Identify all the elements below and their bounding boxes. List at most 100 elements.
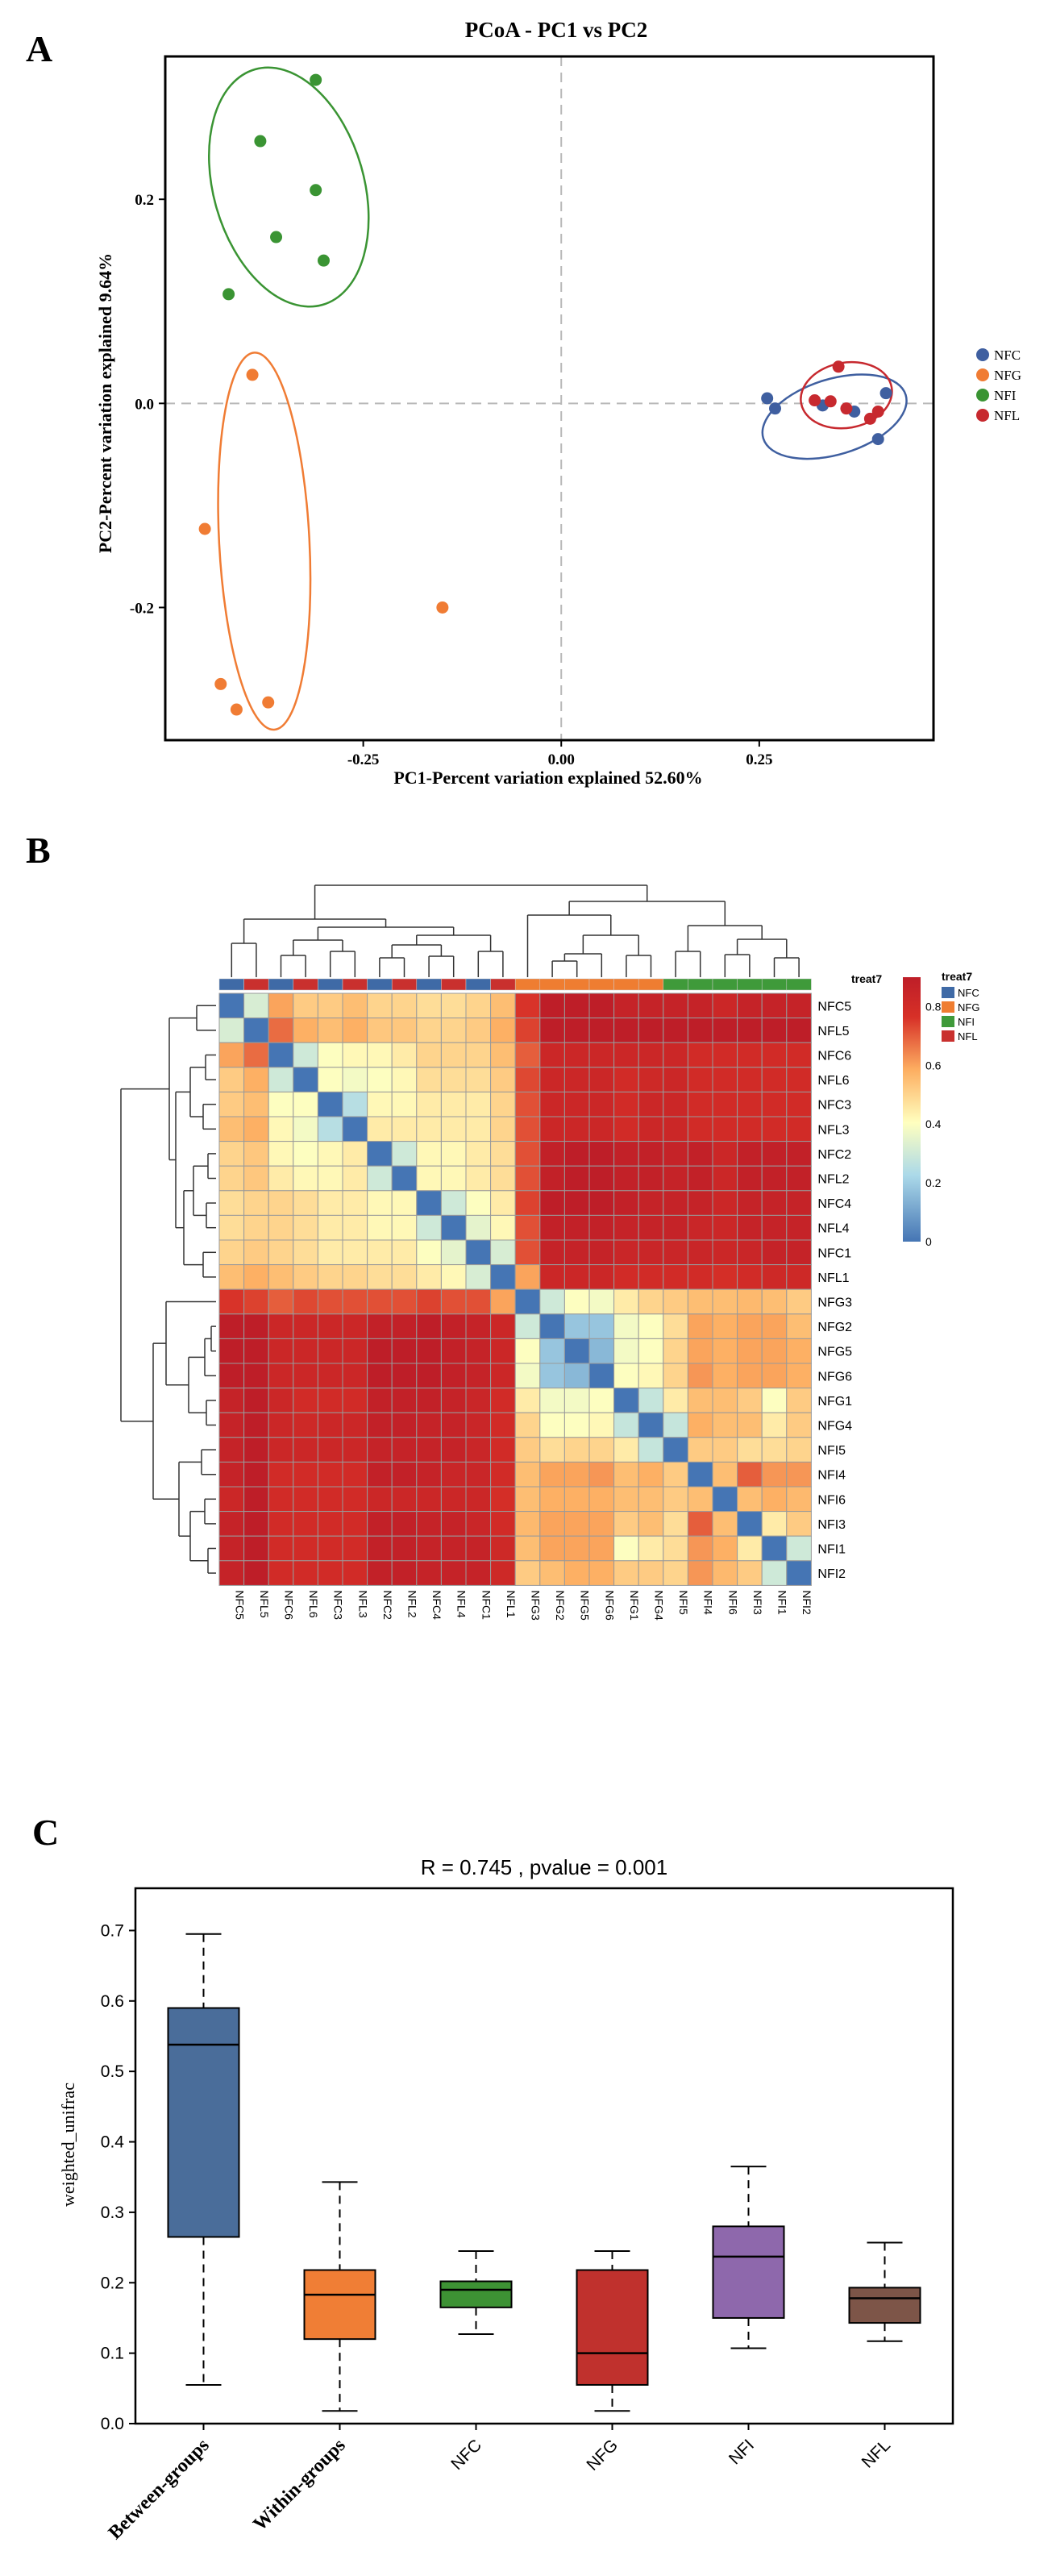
row-label: NFL6 <box>817 1074 849 1088</box>
heatmap-cell <box>218 1239 245 1266</box>
row-label: NFL2 <box>817 1173 849 1187</box>
heatmap-cell <box>588 1412 615 1438</box>
heatmap-cell <box>737 1560 763 1586</box>
boxplot-frame <box>134 1887 954 2425</box>
heatmap-cell <box>786 993 812 1019</box>
legend-label-nfg: NFG <box>994 368 1021 383</box>
heatmap-cell <box>243 1363 269 1389</box>
heatmap-cell <box>391 1017 418 1043</box>
heatmap-cell <box>243 1535 269 1562</box>
colorbar-gradient <box>903 977 921 1242</box>
heatmap-cell <box>663 1067 688 1092</box>
pcoa-y-tick-label: -0.2 <box>130 600 154 617</box>
heatmap-cell <box>268 1461 294 1488</box>
heatmap-cell <box>761 1412 788 1438</box>
heatmap-cell <box>293 1091 318 1117</box>
annotation-nfi <box>786 978 812 991</box>
heatmap-cell <box>416 1313 442 1339</box>
heatmap-cell <box>367 1190 393 1216</box>
legend-marker-nfl <box>976 409 989 422</box>
heatmap-cell <box>761 1091 788 1117</box>
heatmap-cell <box>342 1535 368 1562</box>
heatmap-cell <box>638 993 664 1019</box>
point-nfl-1 <box>832 360 845 373</box>
heatmap-cell <box>391 1560 418 1586</box>
heatmap-cell <box>786 1313 812 1339</box>
heatmap-cell <box>367 1437 393 1463</box>
heatmap-cell <box>218 993 245 1019</box>
pcoa-frame <box>164 55 935 742</box>
heatmap-cell <box>737 1461 763 1488</box>
heatmap-cell <box>514 1091 541 1117</box>
heatmap-cell <box>391 1461 418 1488</box>
heatmap-cell <box>367 1511 393 1537</box>
heatmap-cell <box>490 1313 516 1339</box>
column-label: NFI3 <box>751 1590 764 1615</box>
heatmap-cell <box>218 1535 245 1562</box>
heatmap-cell <box>539 1363 565 1389</box>
heatmap-cell <box>687 1116 713 1142</box>
heatmap-cell <box>712 993 738 1019</box>
heatmap-cell <box>687 1486 713 1513</box>
heatmap-cell <box>293 1363 318 1389</box>
heatmap-cell <box>588 1288 615 1315</box>
heatmap-cell <box>367 1141 393 1167</box>
heatmap-cell <box>268 1116 294 1142</box>
heatmap-cells <box>218 993 812 1586</box>
heatmap-cell <box>663 1239 688 1266</box>
heatmap-cell <box>663 1338 688 1364</box>
row-label: NFI4 <box>817 1469 846 1483</box>
heatmap-cell <box>786 1437 812 1463</box>
heatmap-cell <box>663 1017 688 1043</box>
heatmap-cell <box>490 1067 516 1092</box>
heatmap-cell <box>712 1067 738 1092</box>
heatmap-cell <box>416 1116 442 1142</box>
heatmap-cell <box>786 1388 812 1413</box>
boxplot-y-tick-label: 0.4 <box>101 2133 125 2152</box>
heatmap-cell <box>440 1091 467 1117</box>
heatmap-cell <box>663 1437 688 1463</box>
heatmap-cell <box>218 1091 245 1117</box>
heatmap-cell <box>490 1412 516 1438</box>
heatmap-cell <box>440 1067 467 1092</box>
pcoa-y-tick-label: 0.2 <box>135 192 154 209</box>
heatmap-cell <box>712 1511 738 1537</box>
heatmap-cell <box>465 1511 492 1537</box>
heatmap-cell <box>342 1363 368 1389</box>
heatmap-cell <box>440 1141 467 1167</box>
column-label: NFL2 <box>406 1590 419 1617</box>
heatmap-cell <box>317 1437 343 1463</box>
heatmap-cell <box>588 1511 615 1537</box>
heatmap-cell <box>563 1042 590 1068</box>
heatmap-cell <box>416 1214 442 1241</box>
heatmap-cell <box>465 1091 492 1117</box>
heatmap-cell <box>293 993 318 1019</box>
heatmap-cell <box>539 1067 565 1092</box>
pcoa-title: PCoA - PC1 vs PC2 <box>465 18 647 42</box>
heatmap-cell <box>490 1511 516 1537</box>
heatmap-cell <box>342 1017 368 1043</box>
heatmap-cell <box>465 1214 492 1241</box>
group-legend-label-nfl: NFL <box>958 1030 978 1042</box>
heatmap-cell <box>613 1338 639 1364</box>
heatmap-cell <box>465 1412 492 1438</box>
heatmap-cell <box>761 1363 788 1389</box>
heatmap-cell <box>293 1535 318 1562</box>
heatmap-cell <box>563 1091 590 1117</box>
heatmap-cell <box>440 1388 467 1413</box>
row-label: NFL5 <box>817 1025 849 1038</box>
pcoa-plot-area: -0.25 0.00 0.25 -0.2 0.0 0.2 <box>130 55 935 768</box>
heatmap-cell <box>761 1388 788 1413</box>
heatmap-cell <box>391 1091 418 1117</box>
heatmap-cell <box>391 1042 418 1068</box>
heatmap-cell <box>663 1214 688 1241</box>
heatmap-cell <box>687 1535 713 1562</box>
heatmap-cell <box>712 1091 738 1117</box>
row-label: NFG3 <box>817 1296 852 1310</box>
heatmap-cell <box>317 1264 343 1290</box>
heatmap-cell <box>712 1042 738 1068</box>
heatmap-cell <box>465 1067 492 1092</box>
heatmap-cell <box>786 1042 812 1068</box>
heatmap-cell <box>737 1239 763 1266</box>
heatmap-cell <box>440 1017 467 1043</box>
